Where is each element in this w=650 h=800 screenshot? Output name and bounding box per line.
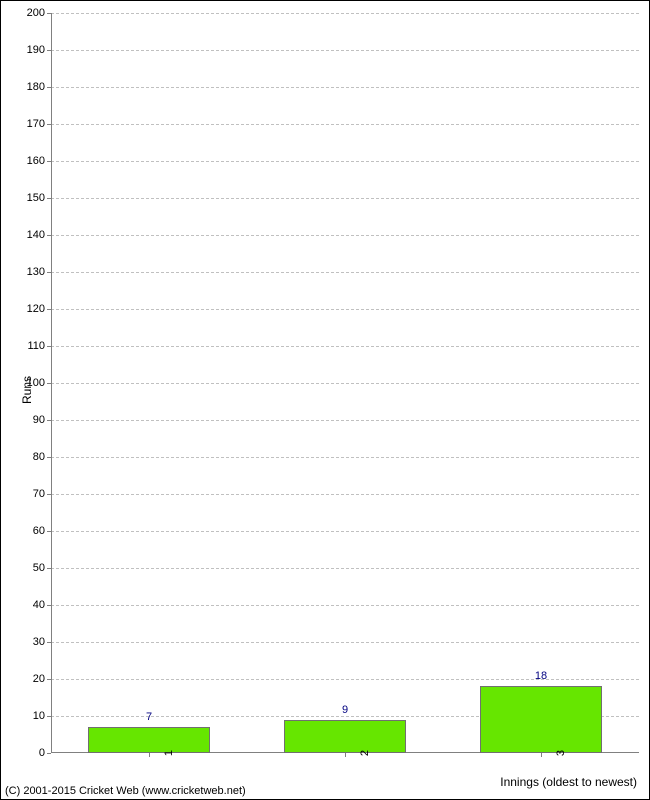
x-tick-mark [541, 753, 542, 757]
bar-value-label: 18 [535, 670, 547, 686]
gridline [51, 383, 639, 384]
x-tick-label: 3 [541, 750, 567, 756]
gridline [51, 494, 639, 495]
chart-container: 0102030405060708090100110120130140150160… [0, 0, 650, 800]
x-tick-mark [345, 753, 346, 757]
gridline [51, 420, 639, 421]
gridline [51, 605, 639, 606]
gridline [51, 679, 639, 680]
gridline [51, 346, 639, 347]
gridline [51, 457, 639, 458]
plot-area: 0102030405060708090100110120130140150160… [51, 13, 639, 753]
gridline [51, 235, 639, 236]
bar [284, 720, 406, 753]
bar-value-label: 7 [146, 711, 152, 727]
x-tick-mark [149, 753, 150, 757]
gridline [51, 642, 639, 643]
copyright-text: (C) 2001-2015 Cricket Web (www.cricketwe… [5, 785, 246, 797]
gridline [51, 161, 639, 162]
x-tick-label: 1 [149, 750, 175, 756]
gridline [51, 87, 639, 88]
gridline [51, 531, 639, 532]
gridline [51, 13, 639, 14]
y-axis-line [51, 13, 52, 753]
bar-value-label: 9 [342, 704, 348, 720]
gridline [51, 568, 639, 569]
gridline [51, 50, 639, 51]
x-axis-title: Innings (oldest to newest) [500, 775, 637, 789]
gridline [51, 272, 639, 273]
x-tick-label: 2 [345, 750, 371, 756]
gridline [51, 124, 639, 125]
gridline [51, 198, 639, 199]
y-tick-mark [47, 753, 51, 754]
bar [480, 686, 602, 753]
y-axis-title: Runs [20, 376, 34, 404]
gridline [51, 309, 639, 310]
